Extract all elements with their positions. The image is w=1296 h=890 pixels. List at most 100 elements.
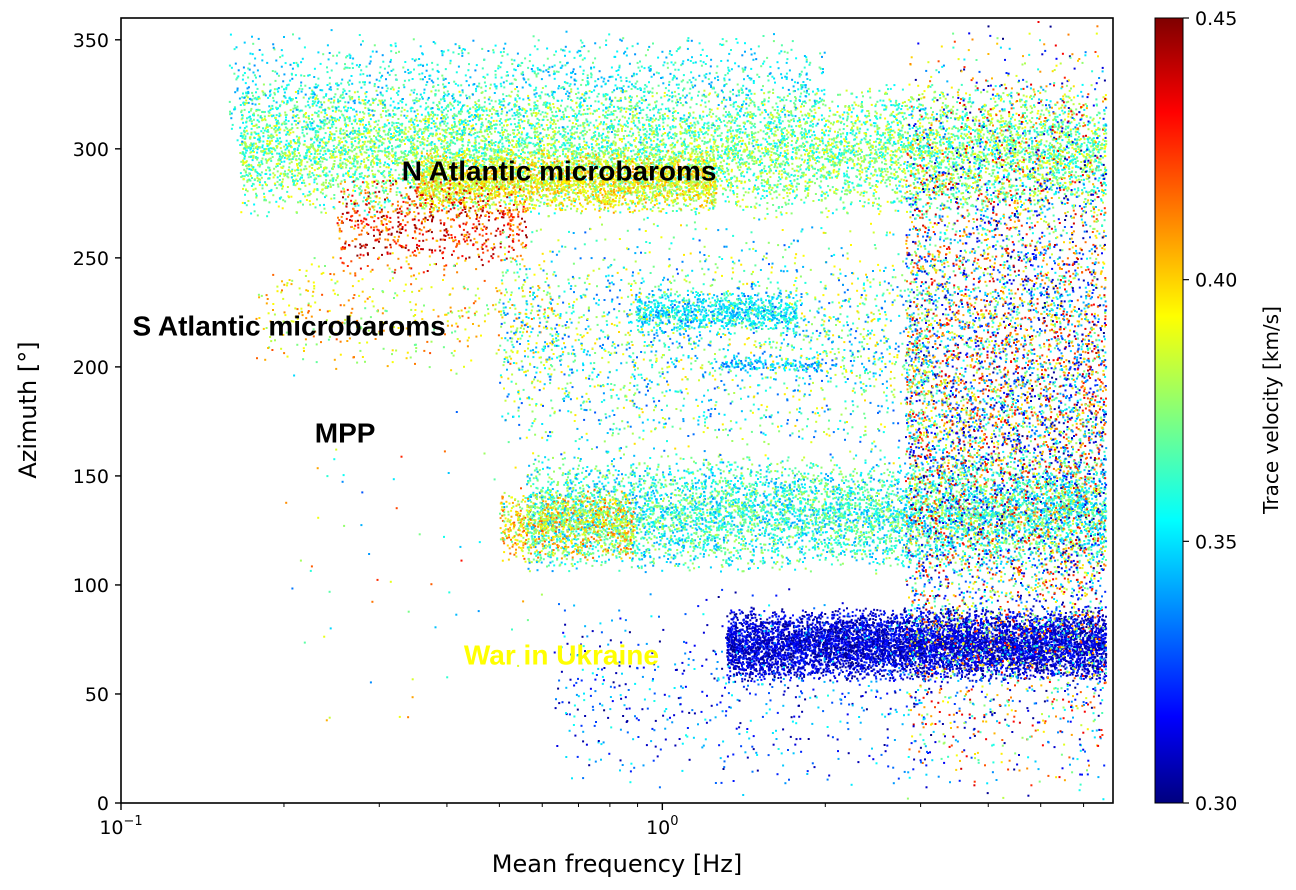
scatter-point [833,169,835,171]
scatter-point [270,147,272,149]
scatter-point [1033,124,1035,126]
scatter-point [358,98,360,100]
scatter-point [887,121,889,123]
scatter-point [567,193,569,195]
scatter-point [417,113,419,115]
scatter-point [979,140,981,142]
scatter-point [283,161,285,163]
scatter-point [997,133,999,135]
scatter-point [718,127,720,129]
scatter-point [1005,120,1007,122]
scatter-point [433,123,435,125]
scatter-point [576,128,578,130]
scatter-point [247,200,249,202]
scatter-point [777,184,779,186]
scatter-point [827,155,829,157]
scatter-point [751,137,753,139]
scatter-point [545,112,547,114]
scatter-point [413,123,415,125]
scatter-point [791,163,793,165]
scatter-point [900,164,902,166]
scatter-point [967,142,969,144]
scatter-point [239,127,241,129]
scatter-point [867,129,869,131]
scatter-point [528,119,530,121]
scatter-point [791,126,793,128]
scatter-point [475,104,477,106]
scatter-point [598,93,600,95]
scatter-point [801,159,803,161]
scatter-point [646,114,648,116]
scatter-point [767,148,769,150]
scatter-point [316,156,318,158]
scatter-point [991,200,993,202]
scatter-point [621,128,623,130]
scatter-point [258,103,260,105]
scatter-point [772,145,774,147]
scatter-point [969,165,971,167]
scatter-point [342,147,344,149]
scatter-point [1073,103,1075,105]
scatter-point [566,116,568,118]
scatter-point [533,112,535,114]
scatter-point [466,124,468,126]
scatter-point [246,168,248,170]
scatter-point [885,151,887,153]
scatter-point [1058,197,1060,199]
scatter-point [778,194,780,196]
scatter-point [844,193,846,195]
scatter-point [988,173,990,175]
scatter-point [318,110,320,112]
scatter-point [292,131,294,133]
scatter-point [288,120,290,122]
scatter-point [786,130,788,132]
scatter-point [256,127,258,129]
scatter-point [1026,96,1028,98]
scatter-point [618,204,620,206]
scatter-point [941,128,943,130]
scatter-point [1009,184,1011,186]
scatter-point [379,201,381,203]
scatter-point [469,120,471,122]
scatter-point [500,118,502,120]
scatter-point [504,148,506,150]
scatter-point [1084,138,1086,140]
scatter-point [664,118,666,120]
scatter-point [884,168,886,170]
scatter-point [385,187,387,189]
scatter-point [1019,123,1021,125]
scatter-point [324,208,326,210]
scatter-point [959,180,961,182]
scatter-point [651,210,653,212]
scatter-point [783,197,785,199]
scatter-point [739,150,741,152]
scatter-point [865,154,867,156]
scatter-point [911,110,913,112]
scatter-point [945,194,947,196]
scatter-point [982,121,984,123]
scatter-point [294,170,296,172]
scatter-point [292,158,294,160]
scatter-point [554,212,556,214]
scatter-point [958,157,960,159]
scatter-point [338,140,340,142]
scatter-point [950,199,952,201]
scatter-point [945,182,947,184]
scatter-point [761,182,763,184]
scatter-point [605,123,607,125]
scatter-point [780,152,782,154]
scatter-point [601,102,603,104]
scatter-point [570,91,572,93]
scatter-point [478,104,480,106]
scatter-point [794,170,796,172]
scatter-point [279,156,281,158]
scatter-point [946,175,948,177]
scatter-point [380,114,382,116]
scatter-point [743,187,745,189]
scatter-point [379,162,381,164]
scatter-point [753,217,755,219]
scatter-point [709,141,711,143]
scatter-point [967,152,969,154]
scatter-point [757,139,759,141]
scatter-point [907,149,909,151]
